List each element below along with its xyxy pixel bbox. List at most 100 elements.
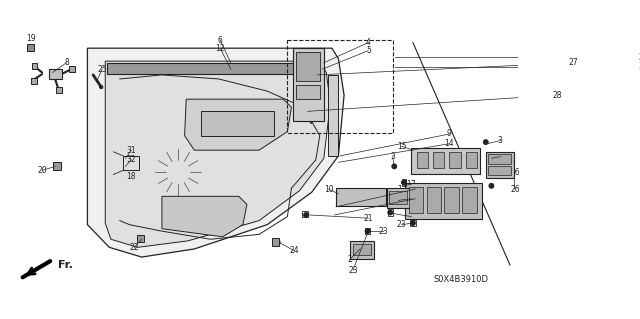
Text: 20: 20 — [37, 166, 47, 175]
Text: 11: 11 — [406, 194, 416, 203]
Text: 21: 21 — [364, 214, 373, 223]
Bar — [389, 191, 407, 204]
Text: 5: 5 — [366, 46, 371, 55]
Bar — [410, 220, 416, 226]
Bar — [56, 87, 62, 93]
Bar — [387, 188, 410, 208]
Bar — [31, 78, 37, 84]
Bar — [444, 187, 459, 212]
Text: 2: 2 — [348, 255, 352, 264]
Text: 6: 6 — [218, 36, 223, 45]
Text: 3: 3 — [498, 136, 503, 145]
Circle shape — [274, 239, 280, 246]
Bar — [388, 209, 393, 216]
Circle shape — [156, 149, 201, 195]
Text: 7: 7 — [413, 185, 418, 194]
Bar — [449, 152, 461, 168]
Text: 26: 26 — [406, 212, 416, 221]
Polygon shape — [105, 61, 330, 247]
Text: 23: 23 — [348, 265, 358, 275]
Circle shape — [138, 236, 145, 242]
Bar — [328, 75, 338, 156]
Text: 4: 4 — [366, 38, 371, 47]
Text: 18: 18 — [127, 172, 136, 182]
Bar — [137, 235, 144, 242]
Text: 28: 28 — [552, 91, 562, 100]
Polygon shape — [88, 48, 344, 257]
Circle shape — [134, 172, 138, 177]
Bar — [31, 63, 37, 69]
Bar — [365, 228, 370, 234]
Bar — [107, 63, 317, 74]
Text: 22: 22 — [130, 243, 139, 252]
Text: 17: 17 — [406, 180, 416, 189]
Text: 17: 17 — [495, 152, 505, 161]
Text: 23: 23 — [378, 227, 388, 236]
Bar — [272, 238, 279, 246]
Bar — [417, 152, 428, 168]
Bar — [293, 48, 324, 121]
Circle shape — [483, 140, 488, 145]
Bar — [53, 162, 61, 170]
Bar — [123, 156, 140, 170]
Text: 1: 1 — [397, 185, 403, 194]
Circle shape — [410, 221, 415, 226]
Bar — [201, 111, 274, 136]
Bar — [296, 85, 320, 99]
Text: 13: 13 — [410, 194, 420, 203]
Text: 14: 14 — [445, 139, 454, 148]
Text: 12: 12 — [216, 44, 225, 53]
Text: 31: 31 — [126, 146, 136, 155]
Text: 25: 25 — [97, 65, 107, 74]
Bar — [49, 69, 61, 79]
Text: 27: 27 — [568, 58, 578, 67]
Polygon shape — [184, 99, 291, 150]
Bar — [433, 152, 444, 168]
Bar — [401, 179, 406, 186]
Text: 19: 19 — [26, 34, 36, 43]
Circle shape — [55, 163, 61, 170]
Text: 32: 32 — [126, 155, 136, 164]
Bar — [405, 182, 482, 219]
Text: 16: 16 — [510, 168, 520, 177]
Bar — [462, 187, 477, 212]
Circle shape — [301, 109, 306, 114]
Polygon shape — [162, 196, 247, 237]
Text: 9: 9 — [447, 130, 452, 138]
Bar — [296, 52, 320, 81]
Bar — [27, 44, 34, 51]
Circle shape — [166, 160, 190, 184]
Circle shape — [365, 229, 370, 234]
Circle shape — [310, 122, 314, 125]
Bar — [409, 187, 424, 212]
Text: 3: 3 — [390, 152, 395, 161]
Circle shape — [401, 180, 406, 185]
Bar — [287, 40, 393, 133]
Text: Fr.: Fr. — [58, 260, 73, 270]
Text: 29: 29 — [638, 53, 640, 62]
Circle shape — [303, 212, 308, 217]
Text: 10: 10 — [324, 185, 333, 194]
Circle shape — [144, 138, 212, 206]
Bar — [336, 188, 386, 206]
Text: 8: 8 — [64, 58, 68, 67]
Bar — [69, 66, 76, 72]
Bar — [427, 187, 441, 212]
Text: 30: 30 — [638, 62, 640, 71]
Bar — [486, 152, 514, 178]
Circle shape — [28, 45, 34, 51]
Bar — [349, 241, 374, 259]
Text: 23: 23 — [397, 220, 406, 229]
Bar — [488, 166, 511, 175]
Circle shape — [100, 85, 103, 89]
Text: 15: 15 — [397, 142, 406, 151]
Text: S0X4B3910D: S0X4B3910D — [434, 275, 489, 284]
Bar — [302, 211, 308, 217]
Text: 26: 26 — [510, 185, 520, 194]
Bar — [412, 148, 480, 174]
Bar — [353, 244, 371, 256]
Bar — [488, 154, 511, 164]
Bar — [465, 152, 477, 168]
Circle shape — [392, 164, 397, 169]
Circle shape — [388, 210, 393, 215]
